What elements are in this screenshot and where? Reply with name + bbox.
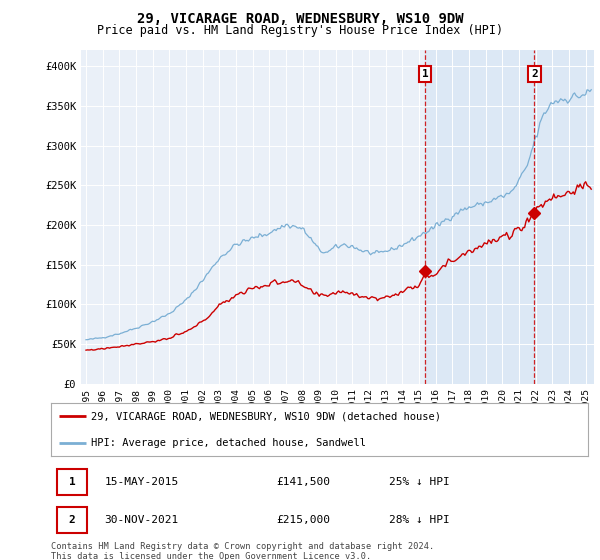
- Text: 25% ↓ HPI: 25% ↓ HPI: [389, 477, 450, 487]
- Text: 15-MAY-2015: 15-MAY-2015: [105, 477, 179, 487]
- Text: 28% ↓ HPI: 28% ↓ HPI: [389, 515, 450, 525]
- Text: Price paid vs. HM Land Registry's House Price Index (HPI): Price paid vs. HM Land Registry's House …: [97, 24, 503, 36]
- Text: 2: 2: [531, 69, 538, 79]
- Bar: [425, 50, 594, 384]
- Text: 2: 2: [69, 515, 76, 525]
- Bar: [58, 469, 87, 495]
- Bar: [58, 507, 87, 533]
- Text: £215,000: £215,000: [277, 515, 331, 525]
- Text: 30-NOV-2021: 30-NOV-2021: [105, 515, 179, 525]
- Text: 1: 1: [422, 69, 428, 79]
- Text: 29, VICARAGE ROAD, WEDNESBURY, WS10 9DW: 29, VICARAGE ROAD, WEDNESBURY, WS10 9DW: [137, 12, 463, 26]
- Text: HPI: Average price, detached house, Sandwell: HPI: Average price, detached house, Sand…: [91, 438, 366, 448]
- Text: 29, VICARAGE ROAD, WEDNESBURY, WS10 9DW (detached house): 29, VICARAGE ROAD, WEDNESBURY, WS10 9DW …: [91, 412, 441, 422]
- Text: 1: 1: [69, 477, 76, 487]
- Text: £141,500: £141,500: [277, 477, 331, 487]
- Text: Contains HM Land Registry data © Crown copyright and database right 2024.
This d: Contains HM Land Registry data © Crown c…: [51, 542, 434, 560]
